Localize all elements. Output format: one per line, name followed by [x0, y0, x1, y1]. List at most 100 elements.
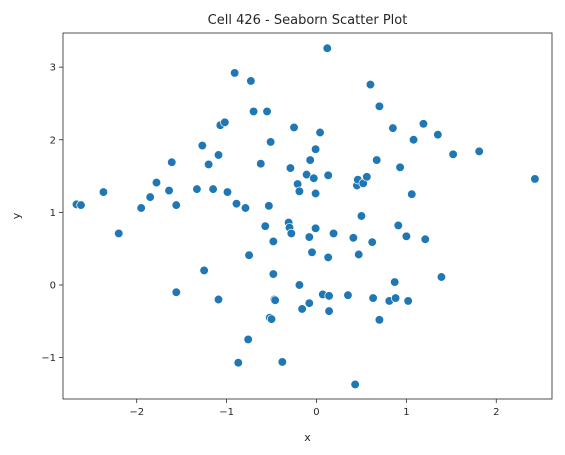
scatter-point — [367, 237, 377, 247]
scatter-point — [145, 192, 155, 202]
scatter-point — [309, 173, 319, 183]
scatter-point — [374, 101, 385, 111]
scatter-point — [192, 184, 202, 194]
y-tick-label: 2 — [50, 135, 56, 146]
scatter-point — [420, 234, 430, 244]
scatter-point — [277, 357, 287, 367]
scatter-point — [530, 174, 540, 184]
scatter-point — [310, 188, 321, 199]
scatter-point — [408, 135, 419, 145]
scatter-point — [304, 232, 314, 242]
x-tick-label: 2 — [493, 407, 499, 418]
scatter-point — [203, 159, 214, 170]
scatter-point — [388, 123, 398, 133]
scatter-point — [448, 149, 458, 159]
scatter-point — [213, 150, 224, 160]
scatter-point — [233, 358, 243, 368]
scatter-point — [294, 280, 305, 290]
y-tick-label: 1 — [50, 208, 56, 219]
chart-title: Cell 426 - Seaborn Scatter Plot — [208, 13, 408, 28]
scatter-point — [407, 189, 417, 199]
x-axis: −2 −1 0 1 2 — [129, 399, 499, 418]
scatter-point — [114, 228, 124, 239]
scatter-point — [372, 155, 382, 165]
scatter-point — [328, 228, 339, 239]
scatter-point — [323, 252, 333, 263]
scatter-point — [322, 43, 332, 53]
scatter-point — [286, 228, 296, 239]
x-tick-label: 0 — [313, 407, 319, 418]
scatter-point — [213, 294, 224, 305]
scatter-point — [222, 187, 233, 197]
scatter-point — [246, 76, 256, 86]
scatter-point — [231, 199, 242, 209]
scatter-point — [403, 296, 413, 306]
scatter-point — [243, 334, 253, 345]
scatter-point — [164, 185, 174, 196]
x-tick-label: 1 — [403, 407, 409, 418]
scatter-point — [324, 306, 334, 316]
scatter-point — [265, 137, 276, 147]
scatter-point — [390, 293, 401, 303]
scatter-point — [268, 269, 278, 279]
scatter-point — [393, 220, 403, 231]
scatter-point — [324, 291, 334, 301]
scatter-point — [167, 157, 177, 167]
scatter-point — [354, 249, 364, 260]
scatter-point — [151, 177, 162, 188]
scatter-point — [365, 79, 376, 90]
scatter-point — [248, 106, 259, 117]
scatter-point — [171, 200, 181, 210]
scatter-point — [297, 304, 307, 314]
scatter-point — [348, 233, 358, 243]
scatter-point — [294, 186, 305, 196]
x-axis-label: x — [304, 431, 311, 444]
scatter-point — [356, 211, 367, 221]
data-points — [71, 43, 540, 390]
scatter-point — [374, 315, 385, 325]
scatter-point — [368, 293, 378, 303]
scatter-point — [270, 295, 280, 305]
scatter-point — [256, 159, 266, 169]
scatter-point — [268, 236, 278, 247]
scatter-point — [264, 201, 274, 211]
scatter-point — [310, 223, 321, 233]
x-tick-label: −2 — [129, 407, 144, 418]
scatter-point — [230, 68, 240, 78]
scatter-point — [315, 127, 325, 138]
scatter-point — [350, 379, 360, 390]
y-axis: −1 0 1 2 3 — [41, 63, 63, 364]
scatter-point — [401, 231, 412, 241]
scatter-point — [197, 140, 207, 151]
scatter-point — [433, 130, 443, 140]
scatter-point — [362, 172, 372, 182]
plot-area — [62, 32, 553, 400]
scatter-point — [436, 272, 447, 282]
y-axis-label: y — [10, 212, 23, 219]
scatter-point — [343, 290, 353, 300]
scatter-point — [289, 122, 299, 133]
scatter-point — [266, 314, 277, 324]
scatter-point — [390, 277, 400, 287]
scatter-point — [76, 200, 86, 210]
scatter-point — [262, 106, 272, 117]
scatter-point — [305, 155, 315, 165]
scatter-point — [244, 250, 254, 260]
scatter-point — [474, 146, 484, 157]
scatter-point — [285, 163, 296, 173]
scatter-point — [395, 162, 405, 172]
scatter-point — [304, 298, 314, 308]
scatter-point — [310, 144, 321, 154]
scatter-point — [240, 203, 251, 213]
scatter-point — [199, 265, 209, 276]
scatter-point — [418, 119, 429, 129]
scatter-point — [208, 184, 218, 194]
scatter-point — [98, 187, 109, 197]
x-tick-label: −1 — [219, 407, 234, 418]
y-tick-label: 3 — [50, 63, 56, 74]
scatter-point — [260, 221, 270, 231]
scatter-point — [171, 287, 181, 297]
y-tick-label: 0 — [50, 280, 56, 291]
